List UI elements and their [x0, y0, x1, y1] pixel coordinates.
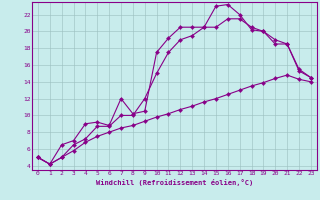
X-axis label: Windchill (Refroidissement éolien,°C): Windchill (Refroidissement éolien,°C): [96, 179, 253, 186]
